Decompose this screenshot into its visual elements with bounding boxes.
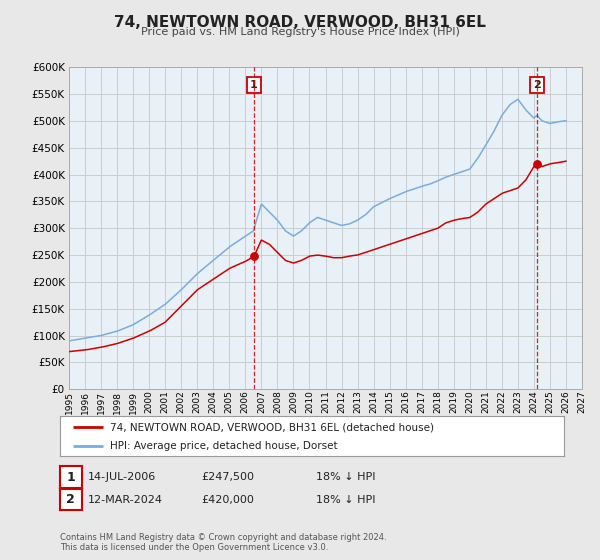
Text: 18% ↓ HPI: 18% ↓ HPI (316, 494, 375, 505)
Text: Price paid vs. HM Land Registry's House Price Index (HPI): Price paid vs. HM Land Registry's House … (140, 27, 460, 37)
Text: 74, NEWTOWN ROAD, VERWOOD, BH31 6EL (detached house): 74, NEWTOWN ROAD, VERWOOD, BH31 6EL (det… (110, 422, 434, 432)
Text: 18% ↓ HPI: 18% ↓ HPI (316, 472, 375, 482)
Text: This data is licensed under the Open Government Licence v3.0.: This data is licensed under the Open Gov… (60, 543, 328, 552)
Text: 1: 1 (67, 470, 75, 484)
Text: HPI: Average price, detached house, Dorset: HPI: Average price, detached house, Dors… (110, 441, 338, 451)
Text: 2: 2 (533, 80, 541, 90)
Point (249, 252, 259, 261)
Text: 1: 1 (250, 80, 258, 90)
Text: 74, NEWTOWN ROAD, VERWOOD, BH31 6EL: 74, NEWTOWN ROAD, VERWOOD, BH31 6EL (114, 15, 486, 30)
Text: 2: 2 (67, 493, 75, 506)
Text: Contains HM Land Registry data © Crown copyright and database right 2024.: Contains HM Land Registry data © Crown c… (60, 533, 386, 542)
Text: £420,000: £420,000 (202, 494, 254, 505)
Text: 14-JUL-2006: 14-JUL-2006 (88, 472, 156, 482)
Text: 12-MAR-2024: 12-MAR-2024 (88, 494, 163, 505)
Point (532, 160, 542, 169)
Text: £247,500: £247,500 (202, 472, 254, 482)
